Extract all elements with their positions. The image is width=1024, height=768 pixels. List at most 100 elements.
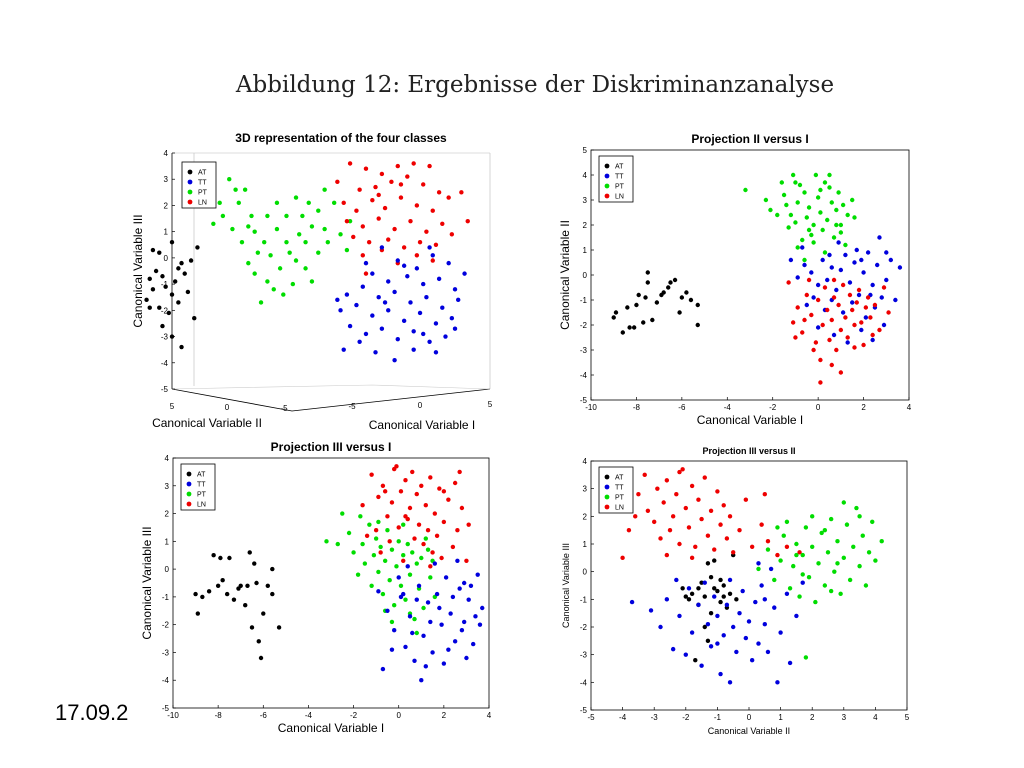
- data-point-ln: [385, 514, 390, 519]
- y-tick-label: 4: [583, 171, 588, 180]
- data-point-ln: [446, 497, 451, 502]
- x-tick-label: -4: [724, 403, 732, 412]
- data-point-pt: [822, 180, 828, 185]
- data-point-pt: [387, 578, 392, 583]
- y-tick-label: -4: [162, 676, 170, 685]
- data-point-pt: [382, 558, 388, 563]
- data-point-at: [270, 591, 275, 597]
- data-point-pt: [828, 516, 834, 522]
- data-point-pt: [806, 205, 812, 210]
- data-point-ln: [702, 475, 707, 480]
- data-point-pt: [300, 213, 305, 219]
- data-point-ln: [784, 544, 790, 549]
- data-point-ln: [347, 161, 353, 166]
- data-point-tt: [800, 245, 805, 250]
- legend-marker-pt: [604, 183, 610, 189]
- data-point-tt: [893, 297, 898, 303]
- x-tick-label: -10: [167, 711, 179, 720]
- data-point-tt: [443, 575, 449, 580]
- data-point-pt: [822, 527, 828, 533]
- data-point-ln: [335, 179, 340, 185]
- data-point-ln: [658, 536, 663, 541]
- data-point-tt: [762, 622, 767, 627]
- x-tick-label: 0: [747, 713, 752, 722]
- data-point-at: [721, 583, 726, 588]
- data-point-ln: [396, 525, 401, 530]
- data-point-tt: [360, 284, 365, 289]
- data-point-at: [276, 625, 282, 630]
- data-point-tt: [376, 295, 381, 300]
- data-point-at: [683, 594, 688, 599]
- data-point-tt: [471, 641, 476, 647]
- series-tt: [376, 558, 485, 683]
- data-point-ln: [363, 271, 369, 276]
- data-point-ln: [421, 541, 426, 547]
- data-point-tt: [829, 265, 834, 270]
- data-point-pt: [825, 550, 831, 555]
- data-point-ln: [455, 528, 460, 533]
- data-point-pt: [412, 616, 417, 622]
- data-point-tt: [385, 608, 390, 613]
- data-point-at: [256, 639, 261, 644]
- x-tick-label: -4: [619, 713, 627, 722]
- data-point-pt: [813, 599, 818, 605]
- data-point-at: [613, 310, 619, 315]
- data-point-pt: [331, 200, 337, 206]
- data-point-tt: [443, 334, 448, 339]
- legend-label-pt: PT: [197, 491, 207, 498]
- data-point-tt: [338, 308, 343, 313]
- data-point-tt: [392, 357, 397, 363]
- data-point-pt: [414, 630, 419, 636]
- data-point-tt: [405, 564, 410, 569]
- data-point-tt: [804, 302, 809, 308]
- data-point-at: [718, 599, 723, 605]
- x-tick-label: 5: [905, 713, 910, 722]
- data-point-pt: [845, 212, 850, 218]
- data-point-tt: [802, 262, 807, 268]
- data-point-ln: [466, 522, 471, 527]
- data-point-at: [650, 317, 655, 323]
- data-point-pt: [804, 215, 809, 220]
- data-point-tt: [428, 619, 433, 625]
- data-point-ln: [432, 511, 438, 516]
- data-point-tt: [446, 647, 451, 652]
- data-point-pt: [227, 177, 232, 182]
- data-point-at: [636, 292, 641, 298]
- data-point-pt: [410, 550, 415, 555]
- data-point-tt: [461, 619, 467, 625]
- data-point-pt: [784, 519, 790, 525]
- data-point-tt: [815, 282, 821, 288]
- data-point-pt: [407, 572, 413, 577]
- data-point-tt: [446, 260, 451, 266]
- chart-projection-ii-vs-i: -10 -8 -6 -4 -2 0 2 4-5-4-3-2-1012345Projection…: [558, 132, 912, 427]
- y-tick-label: 2: [164, 201, 169, 210]
- y-tick-label: -5: [580, 396, 588, 405]
- data-point-at: [689, 591, 695, 596]
- data-point-ln: [802, 317, 807, 323]
- data-point-ln: [696, 497, 701, 502]
- x-tick-label: -8: [215, 711, 223, 720]
- y-tick-label: -4: [580, 678, 588, 687]
- data-point-ln: [369, 472, 374, 477]
- data-point-tt: [670, 646, 676, 652]
- data-point-ln: [434, 533, 440, 538]
- data-point-tt: [419, 678, 424, 683]
- data-point-tt: [370, 271, 375, 276]
- data-point-tt: [459, 628, 465, 633]
- data-point-ln: [854, 300, 859, 305]
- data-point-pt: [854, 505, 859, 511]
- data-point-at: [254, 580, 259, 586]
- data-point-tt: [363, 331, 369, 337]
- data-point-ln: [809, 312, 814, 318]
- data-point-ln: [818, 380, 823, 385]
- data-point-pt: [281, 292, 286, 297]
- data-point-at: [645, 280, 650, 285]
- data-point-tt: [875, 262, 880, 268]
- data-point-ln: [410, 469, 415, 475]
- data-point-at: [195, 611, 201, 616]
- data-point-pt: [303, 239, 308, 245]
- data-point-ln: [680, 467, 685, 472]
- y-tick-label: 1: [583, 246, 588, 255]
- chart-title: Projection II versus I: [691, 132, 808, 146]
- legend-marker-ln: [604, 504, 610, 510]
